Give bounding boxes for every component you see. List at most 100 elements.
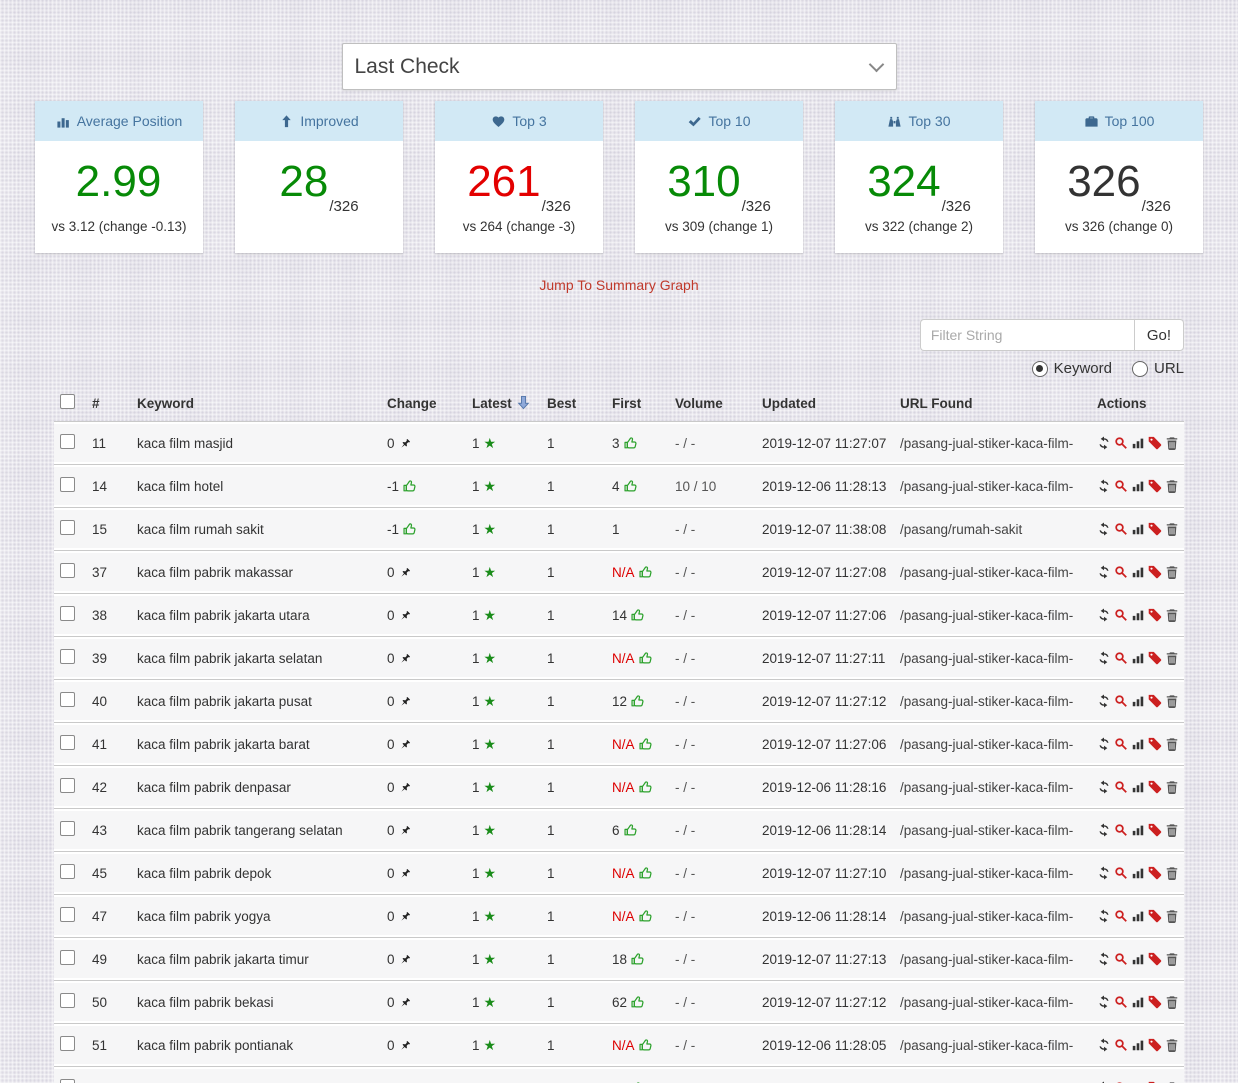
search-icon[interactable] — [1114, 479, 1128, 493]
tag-icon[interactable] — [1148, 995, 1162, 1009]
keyword-link[interactable]: kaca film pabrik jakarta utara — [137, 608, 310, 623]
bar-chart-icon[interactable] — [1131, 565, 1145, 579]
refresh-icon[interactable] — [1097, 479, 1111, 493]
keyword-link[interactable]: kaca film pabrik depok — [137, 866, 271, 881]
trash-icon[interactable] — [1165, 694, 1179, 708]
refresh-icon[interactable] — [1097, 565, 1111, 579]
keyword-link[interactable]: kaca film pabrik jakarta barat — [137, 737, 310, 752]
tag-icon[interactable] — [1148, 479, 1162, 493]
url-found-link[interactable]: /pasang-jual-stiker-kaca-film- — [900, 995, 1073, 1010]
row-checkbox[interactable] — [60, 735, 75, 750]
tag-icon[interactable] — [1148, 608, 1162, 622]
search-icon[interactable] — [1114, 651, 1128, 665]
keyword-link[interactable]: kaca film masjid — [137, 436, 233, 451]
url-found-link[interactable]: /pasang-jual-stiker-kaca-film- — [900, 823, 1073, 838]
filter-input[interactable] — [920, 319, 1134, 351]
row-checkbox[interactable] — [60, 778, 75, 793]
tag-icon[interactable] — [1148, 1038, 1162, 1052]
search-icon[interactable] — [1114, 995, 1128, 1009]
keyword-link[interactable]: kaca film pabrik jakarta pusat — [137, 694, 312, 709]
bar-chart-icon[interactable] — [1131, 909, 1145, 923]
tag-icon[interactable] — [1148, 952, 1162, 966]
go-button[interactable]: Go! — [1134, 319, 1184, 351]
tag-icon[interactable] — [1148, 780, 1162, 794]
keyword-link[interactable]: kaca film pabrik denpasar — [137, 780, 291, 795]
url-found-link[interactable]: /pasang-jual-stiker-kaca-film- — [900, 1038, 1073, 1053]
keyword-link[interactable]: kaca film hotel — [137, 479, 223, 494]
bar-chart-icon[interactable] — [1131, 866, 1145, 880]
row-checkbox[interactable] — [60, 993, 75, 1008]
bar-chart-icon[interactable] — [1131, 823, 1145, 837]
search-icon[interactable] — [1114, 694, 1128, 708]
refresh-icon[interactable] — [1097, 694, 1111, 708]
search-icon[interactable] — [1114, 522, 1128, 536]
url-found-link[interactable]: /pasang-jual-stiker-kaca-film- — [900, 737, 1073, 752]
trash-icon[interactable] — [1165, 651, 1179, 665]
url-found-link[interactable]: /pasang-jual-stiker-kaca-film- — [900, 694, 1073, 709]
tag-icon[interactable] — [1148, 737, 1162, 751]
refresh-icon[interactable] — [1097, 737, 1111, 751]
tag-icon[interactable] — [1148, 436, 1162, 450]
tag-icon[interactable] — [1148, 694, 1162, 708]
search-icon[interactable] — [1114, 608, 1128, 622]
row-checkbox[interactable] — [60, 520, 75, 535]
bar-chart-icon[interactable] — [1131, 694, 1145, 708]
refresh-icon[interactable] — [1097, 952, 1111, 966]
row-checkbox[interactable] — [60, 434, 75, 449]
trash-icon[interactable] — [1165, 479, 1179, 493]
tag-icon[interactable] — [1148, 565, 1162, 579]
row-checkbox[interactable] — [60, 649, 75, 664]
tag-icon[interactable] — [1148, 866, 1162, 880]
search-icon[interactable] — [1114, 1038, 1128, 1052]
bar-chart-icon[interactable] — [1131, 737, 1145, 751]
row-checkbox[interactable] — [60, 950, 75, 965]
radio-keyword-circle[interactable] — [1032, 361, 1048, 377]
trash-icon[interactable] — [1165, 608, 1179, 622]
bar-chart-icon[interactable] — [1131, 608, 1145, 622]
trash-icon[interactable] — [1165, 436, 1179, 450]
url-found-link[interactable]: /pasang-jual-stiker-kaca-film- — [900, 479, 1073, 494]
bar-chart-icon[interactable] — [1131, 479, 1145, 493]
search-icon[interactable] — [1114, 780, 1128, 794]
search-icon[interactable] — [1114, 823, 1128, 837]
period-select[interactable]: Last Check — [342, 43, 897, 90]
refresh-icon[interactable] — [1097, 1038, 1111, 1052]
tag-icon[interactable] — [1148, 651, 1162, 665]
header-latest[interactable]: Latest — [464, 385, 539, 421]
url-found-link[interactable]: /pasang-jual-stiker-kaca-film- — [900, 909, 1073, 924]
row-checkbox[interactable] — [60, 1036, 75, 1051]
refresh-icon[interactable] — [1097, 780, 1111, 794]
tag-icon[interactable] — [1148, 522, 1162, 536]
trash-icon[interactable] — [1165, 823, 1179, 837]
tag-icon[interactable] — [1148, 823, 1162, 837]
refresh-icon[interactable] — [1097, 909, 1111, 923]
search-icon[interactable] — [1114, 565, 1128, 579]
trash-icon[interactable] — [1165, 866, 1179, 880]
keyword-link[interactable]: kaca film pabrik pontianak — [137, 1038, 293, 1053]
keyword-link[interactable]: kaca film pabrik yogya — [137, 909, 271, 924]
tag-icon[interactable] — [1148, 909, 1162, 923]
row-checkbox[interactable] — [60, 907, 75, 922]
trash-icon[interactable] — [1165, 909, 1179, 923]
url-found-link[interactable]: /pasang-jual-stiker-kaca-film- — [900, 565, 1073, 580]
refresh-icon[interactable] — [1097, 823, 1111, 837]
url-found-link[interactable]: /pasang-jual-stiker-kaca-film- — [900, 952, 1073, 967]
trash-icon[interactable] — [1165, 952, 1179, 966]
bar-chart-icon[interactable] — [1131, 436, 1145, 450]
keyword-link[interactable]: kaca film rumah sakit — [137, 522, 264, 537]
search-icon[interactable] — [1114, 436, 1128, 450]
bar-chart-icon[interactable] — [1131, 995, 1145, 1009]
url-found-link[interactable]: /pasang-jual-stiker-kaca-film- — [900, 780, 1073, 795]
radio-url[interactable]: URL — [1132, 360, 1184, 377]
trash-icon[interactable] — [1165, 565, 1179, 579]
trash-icon[interactable] — [1165, 995, 1179, 1009]
select-all-checkbox[interactable] — [60, 394, 75, 409]
refresh-icon[interactable] — [1097, 866, 1111, 880]
keyword-link[interactable]: kaca film pabrik bekasi — [137, 995, 274, 1010]
radio-url-circle[interactable] — [1132, 361, 1148, 377]
url-found-link[interactable]: /pasang-jual-stiker-kaca-film- — [900, 608, 1073, 623]
row-checkbox[interactable] — [60, 821, 75, 836]
row-checkbox[interactable] — [60, 563, 75, 578]
refresh-icon[interactable] — [1097, 522, 1111, 536]
row-checkbox[interactable] — [60, 864, 75, 879]
